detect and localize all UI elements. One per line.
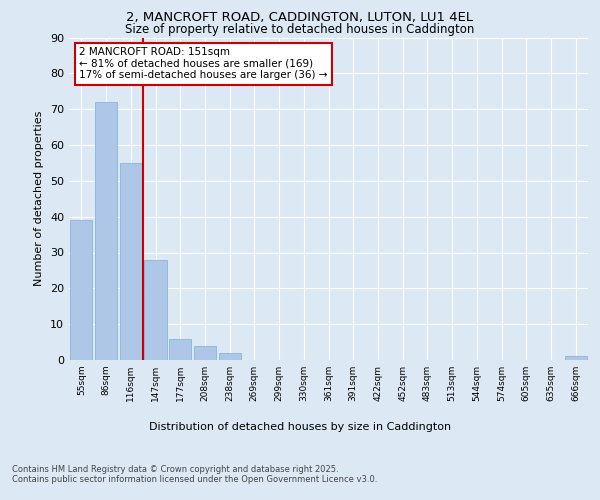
Text: Size of property relative to detached houses in Caddington: Size of property relative to detached ho…	[125, 22, 475, 36]
Y-axis label: Number of detached properties: Number of detached properties	[34, 111, 44, 286]
Bar	[565, 356, 587, 360]
Text: 2, MANCROFT ROAD, CADDINGTON, LUTON, LU1 4EL: 2, MANCROFT ROAD, CADDINGTON, LUTON, LU1…	[127, 12, 473, 24]
Bar	[119, 163, 142, 360]
Bar	[169, 338, 191, 360]
Bar	[194, 346, 216, 360]
Bar	[70, 220, 92, 360]
Bar	[145, 260, 167, 360]
Text: Distribution of detached houses by size in Caddington: Distribution of detached houses by size …	[149, 422, 451, 432]
Bar	[218, 353, 241, 360]
Text: 2 MANCROFT ROAD: 151sqm
← 81% of detached houses are smaller (169)
17% of semi-d: 2 MANCROFT ROAD: 151sqm ← 81% of detache…	[79, 47, 328, 80]
Text: Contains HM Land Registry data © Crown copyright and database right 2025.
Contai: Contains HM Land Registry data © Crown c…	[12, 465, 377, 484]
Bar	[95, 102, 117, 360]
